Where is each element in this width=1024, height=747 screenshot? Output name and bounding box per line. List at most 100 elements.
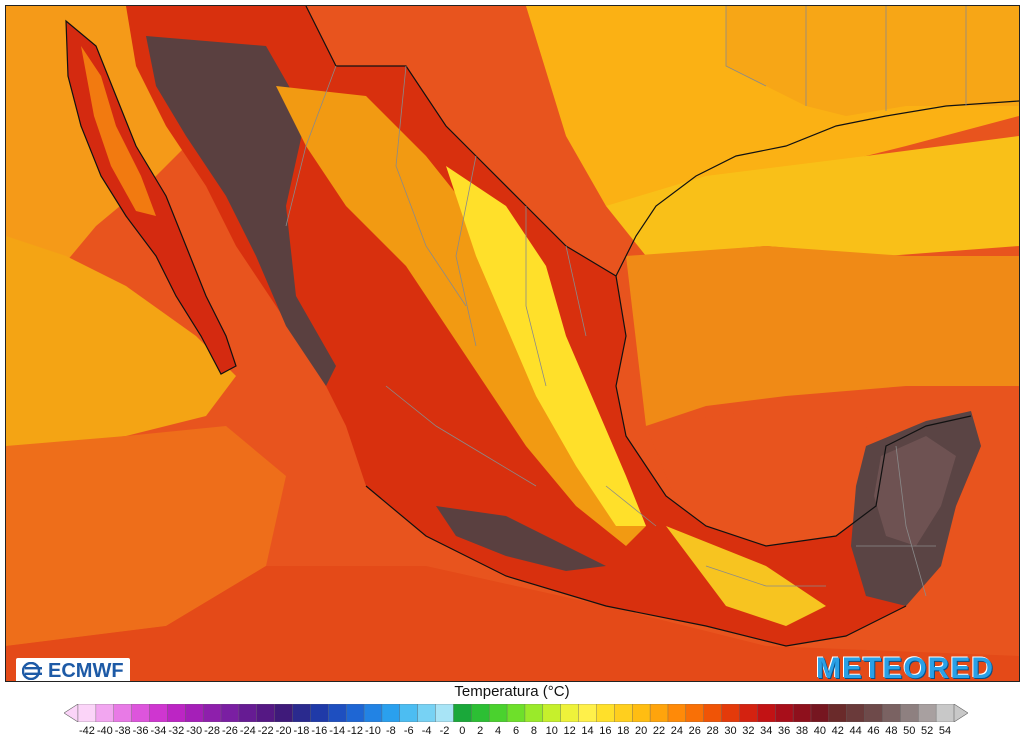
tick-label: -40 [96,725,113,737]
tick-label: 18 [617,725,630,737]
scale-swatch [131,704,151,722]
scale-swatch [274,704,294,722]
scale-swatch [721,704,740,722]
scale-swatch [775,704,794,722]
scale-swatch [256,704,276,722]
scale-arrow-right [953,704,968,722]
scale-swatch [667,704,687,722]
baja-coastline [65,19,237,375]
scale-swatch [542,704,562,722]
scale-swatch [149,704,168,722]
tick-label: -30 [186,725,203,737]
scale-swatch [846,704,866,722]
tick-label: -8 [385,725,396,737]
tick-label: 30 [724,725,737,737]
us-gulf-coastline [615,100,1019,277]
scale-swatch [560,704,580,722]
scale-swatch [882,704,901,722]
tick-label: -10 [365,725,381,737]
tick-label: -4 [421,725,432,737]
color-scale-bar [64,704,968,722]
scale-swatch [900,704,919,722]
scale-swatch [220,704,240,722]
tick-label: 48 [885,725,898,737]
sierra-madre-oriental [446,166,646,526]
tick-label: 10 [545,725,558,737]
scale-swatch [381,704,401,722]
tick-label: 2 [477,725,484,737]
tick-label: 34 [760,725,773,737]
scale-swatch [632,704,651,722]
tick-label: -14 [329,725,346,737]
tick-label: 4 [495,725,502,737]
tick-label: 54 [938,725,952,737]
pacific-field-3 [6,426,286,646]
scale-swatch [828,704,848,722]
tick-label: -32 [168,725,185,737]
scale-swatch [238,704,258,722]
scale-swatch [488,704,508,722]
map-canvas [6,6,1019,681]
tick-label: -12 [347,725,364,737]
transvolcanic-belt [436,506,606,571]
tick-label: -24 [239,725,256,737]
tick-label: 16 [599,725,612,737]
us-land [306,6,1019,116]
scale-swatch [363,704,383,722]
meteored-logo: METEORED [812,652,998,682]
scale-swatch [739,704,758,722]
tick-label: -42 [78,725,95,737]
chiapas-highlands [666,526,826,626]
scale-swatch [399,704,419,722]
tick-label: -18 [293,725,310,737]
ecmwf-logo-text: ECMWF [48,659,124,682]
tick-label: 42 [831,725,844,737]
scale-swatch [310,704,329,722]
pacific-south-field [6,566,1019,681]
scale-swatch [113,704,133,722]
tick-label: 12 [563,725,576,737]
campeche-field [646,406,886,546]
scale-swatch [596,704,615,722]
tick-label: -34 [150,725,167,737]
legend-title: Temperatura (°C) [454,683,570,700]
yucatan-interior [874,436,956,546]
scale-swatch [292,704,311,722]
scale-swatch [757,704,776,722]
tick-label: 52 [921,725,934,737]
tick-label: 50 [903,725,916,737]
scale-swatch [649,704,669,722]
legend-tick-labels: -42 -40 -38 -36 -34 -32 -30 -28 -26 -24 -22 -20 -18-… [0,725,1024,741]
scale-swatch [345,704,365,722]
tick-label: 14 [581,725,594,737]
tick-label: 6 [512,725,520,737]
scale-swatch [578,704,597,722]
pacific-field-2 [6,236,236,451]
tick-label: -20 [275,725,292,737]
tick-label: 24 [670,725,684,737]
sierra-madre-occidental [146,36,336,386]
gulf-south-field [626,246,1019,426]
scale-swatch [185,704,204,722]
scale-swatch [435,704,454,722]
scale-swatch [453,704,472,722]
scale-swatch [524,704,544,722]
tick-label: -38 [114,725,131,737]
tick-label: 8 [530,725,537,737]
ecmwf-icon [22,662,42,680]
scale-swatch [703,704,723,722]
tick-label: -6 [403,725,414,737]
pacific-coastline [365,485,907,647]
tick-label: -36 [132,725,149,737]
baja-interior [81,46,156,216]
tick-label: 32 [742,725,755,737]
meteored-logo-text: METEORED [816,652,995,682]
tick-label: 0 [459,725,466,737]
scale-swatch [77,704,97,722]
tick-label: -28 [204,725,221,737]
scale-swatch [792,704,812,722]
ecmwf-logo: ECMWF [16,658,130,682]
tick-label: -26 [222,725,238,737]
tick-label: -16 [311,725,328,737]
tick-label: 26 [688,725,701,737]
